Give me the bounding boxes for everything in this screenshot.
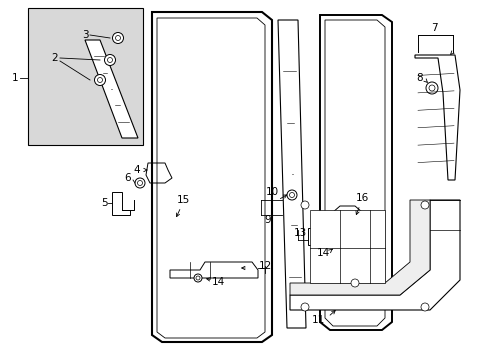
Circle shape — [107, 58, 112, 63]
Polygon shape — [329, 206, 361, 228]
Polygon shape — [146, 163, 172, 183]
Circle shape — [135, 178, 145, 188]
Text: 16: 16 — [355, 193, 368, 203]
Circle shape — [350, 279, 358, 287]
Circle shape — [420, 201, 428, 209]
Text: 9: 9 — [264, 215, 271, 225]
Circle shape — [289, 193, 294, 198]
Polygon shape — [112, 192, 130, 215]
Circle shape — [332, 241, 340, 249]
Circle shape — [301, 303, 308, 311]
Circle shape — [286, 190, 296, 200]
Text: 5: 5 — [101, 198, 107, 208]
Text: 8: 8 — [416, 73, 423, 83]
Circle shape — [104, 54, 115, 66]
Polygon shape — [309, 210, 384, 283]
Text: 14: 14 — [211, 277, 224, 287]
Polygon shape — [414, 55, 459, 180]
Circle shape — [97, 77, 102, 82]
Text: 7: 7 — [430, 23, 436, 33]
Text: 3: 3 — [81, 30, 88, 40]
Circle shape — [112, 32, 123, 44]
Circle shape — [428, 85, 434, 91]
Polygon shape — [85, 40, 138, 138]
Circle shape — [194, 274, 202, 282]
Circle shape — [94, 75, 105, 86]
Circle shape — [196, 276, 200, 280]
Polygon shape — [278, 20, 305, 328]
Text: 4: 4 — [133, 165, 140, 175]
Polygon shape — [289, 200, 429, 295]
Polygon shape — [289, 200, 459, 310]
Bar — [28, 8, 142, 145]
Circle shape — [425, 82, 437, 94]
Text: 15: 15 — [176, 195, 189, 205]
Text: 13: 13 — [293, 228, 306, 238]
Text: 12: 12 — [258, 261, 271, 271]
Text: 1: 1 — [12, 73, 18, 83]
Polygon shape — [170, 262, 258, 278]
Text: 2: 2 — [52, 53, 58, 63]
Text: 6: 6 — [124, 173, 131, 183]
Text: 11: 11 — [311, 315, 324, 325]
Circle shape — [115, 36, 120, 41]
Text: 10: 10 — [265, 187, 278, 197]
Circle shape — [137, 180, 142, 185]
Text: 14: 14 — [316, 248, 329, 258]
Polygon shape — [307, 228, 329, 245]
Circle shape — [301, 201, 308, 209]
Circle shape — [420, 303, 428, 311]
